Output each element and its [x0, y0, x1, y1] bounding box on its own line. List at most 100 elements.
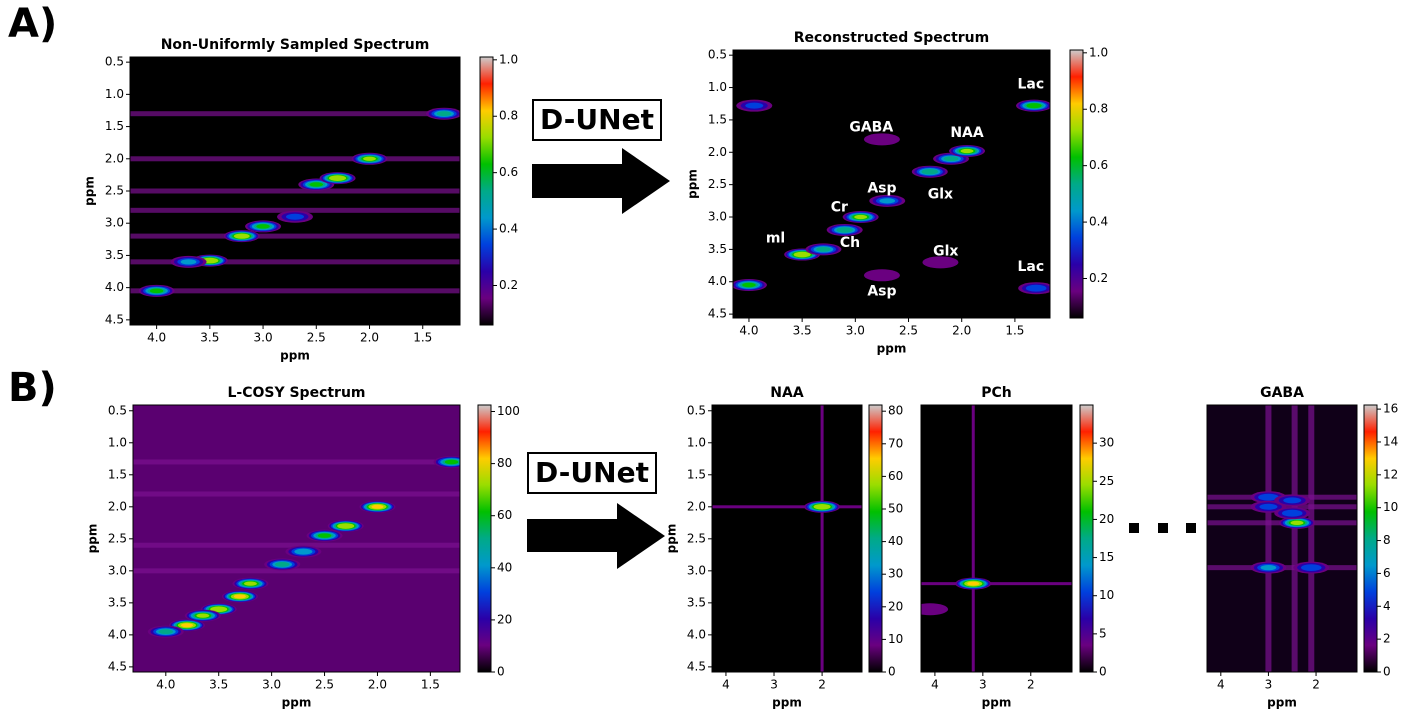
y-tick-label: 1.5 [708, 112, 727, 126]
colorbar [1079, 404, 1094, 673]
y-tick-label: 1.0 [108, 435, 127, 449]
y-tick-label: 3.0 [687, 563, 706, 577]
peak [854, 214, 868, 220]
colorbar-tick-label: 60 [497, 508, 512, 522]
peak [879, 198, 896, 204]
y-tick-label: 4.5 [108, 659, 127, 673]
colorbar-tick-label: 0.2 [499, 278, 518, 292]
peak-annotation: ml [766, 230, 785, 246]
streak [130, 111, 460, 117]
colorbar-tick-label: 1.0 [499, 52, 518, 66]
plot-background [1207, 405, 1357, 672]
y-tick-label: 3.0 [108, 563, 127, 577]
plot-area [130, 107, 460, 297]
x-tick-label: 3.0 [846, 324, 865, 338]
peak [1281, 509, 1303, 517]
y-tick-label: 2.5 [708, 177, 727, 191]
peak [1258, 493, 1279, 501]
x-axis-label: ppm [1267, 696, 1297, 710]
y-tick-label: 1.0 [708, 80, 727, 94]
cross [921, 582, 1072, 586]
colorbar-tick-label: 4 [1383, 599, 1391, 613]
y-tick-label: 2.5 [105, 184, 124, 198]
colorbar [868, 404, 883, 673]
peak [960, 148, 974, 154]
y-tick-label: 0.5 [105, 55, 124, 69]
peak-annotation: Cr [831, 199, 848, 215]
streak [130, 233, 460, 239]
y-axis-label: ppm [686, 169, 700, 199]
x-tick-label: 2.5 [899, 324, 918, 338]
colorbar-tick-label: 20 [497, 612, 512, 626]
x-tick-label: 2.0 [368, 678, 387, 692]
x-axis-label: ppm [982, 696, 1012, 710]
y-tick-label: 2.5 [108, 531, 127, 545]
peak [180, 259, 197, 265]
y-tick-label: 0.5 [687, 403, 706, 417]
plot-area [133, 455, 460, 638]
x-axis-label: ppm [772, 696, 802, 710]
peak [815, 504, 829, 510]
model-box [527, 452, 657, 494]
colorbar-tick-label: 0.6 [499, 165, 518, 179]
model-box [532, 99, 662, 141]
colorbar-tick-label: 0.4 [1089, 215, 1108, 229]
x-tick-label: 2 [818, 678, 826, 692]
x-tick-label: 1.5 [413, 331, 432, 345]
y-tick-label: 4.5 [105, 312, 124, 326]
y-tick-label: 0.5 [708, 48, 727, 62]
y-tick-label: 2.0 [105, 151, 124, 165]
peak [294, 548, 313, 555]
y-tick-label: 1.0 [105, 87, 124, 101]
x-tick-label: 4.0 [156, 678, 175, 692]
y-tick-label: 0.5 [108, 403, 127, 417]
colorbar-tick-label: 2 [1383, 632, 1391, 646]
plot-frame [920, 404, 1073, 673]
x-tick-label: 3.5 [200, 331, 219, 345]
peak [371, 504, 384, 509]
y-tick-label: 1.5 [108, 467, 127, 481]
peak-annotation: GABA [849, 120, 893, 136]
colorbar-tick-label: 70 [888, 436, 903, 450]
peak [256, 224, 270, 229]
peak [158, 629, 174, 635]
x-tick-label: 3.5 [209, 678, 228, 692]
y-tick-label: 3.0 [105, 216, 124, 230]
peak [309, 182, 324, 187]
x-tick-label: 3 [770, 678, 778, 692]
chart-title: Non-Uniformly Sampled Spectrum [161, 37, 430, 53]
peak [235, 234, 248, 239]
peak [211, 606, 226, 612]
peak [943, 156, 959, 162]
y-tick-label: 4.0 [108, 627, 127, 641]
panel-label: B) [8, 365, 57, 411]
y-axis-label: ppm [86, 524, 100, 554]
colorbar-tick-label: 20 [888, 599, 903, 613]
chart-title: GABA [1260, 385, 1304, 401]
x-tick-label: 4 [722, 678, 730, 692]
x-tick-label: 3 [1265, 678, 1273, 692]
peak-annotation: Ch [840, 235, 860, 251]
colorbar [1069, 49, 1084, 319]
colorbar-tick-label: 0 [888, 665, 896, 679]
x-axis-label: ppm [282, 696, 312, 710]
streak [130, 156, 460, 162]
chart-title: NAA [770, 385, 804, 401]
peak [1259, 503, 1278, 510]
colorbar-tick-label: 0 [497, 665, 505, 679]
peak [816, 246, 831, 252]
colorbar-tick-label: 16 [1383, 402, 1398, 416]
colorbar-tick-label: 0 [1383, 665, 1391, 679]
colorbar-tick-label: 20 [1099, 512, 1114, 526]
peak [233, 594, 246, 599]
panel-label: A) [8, 1, 57, 47]
streak [1308, 405, 1315, 672]
peak [1260, 565, 1277, 571]
colorbar-tick-label: 15 [1099, 550, 1114, 564]
x-tick-label: 2.0 [952, 324, 971, 338]
peak [149, 288, 164, 294]
peak [921, 168, 938, 175]
chart-title: Reconstructed Spectrum [794, 30, 990, 46]
y-tick-label: 4.5 [687, 659, 706, 673]
colorbar-tick-label: 14 [1383, 434, 1398, 448]
